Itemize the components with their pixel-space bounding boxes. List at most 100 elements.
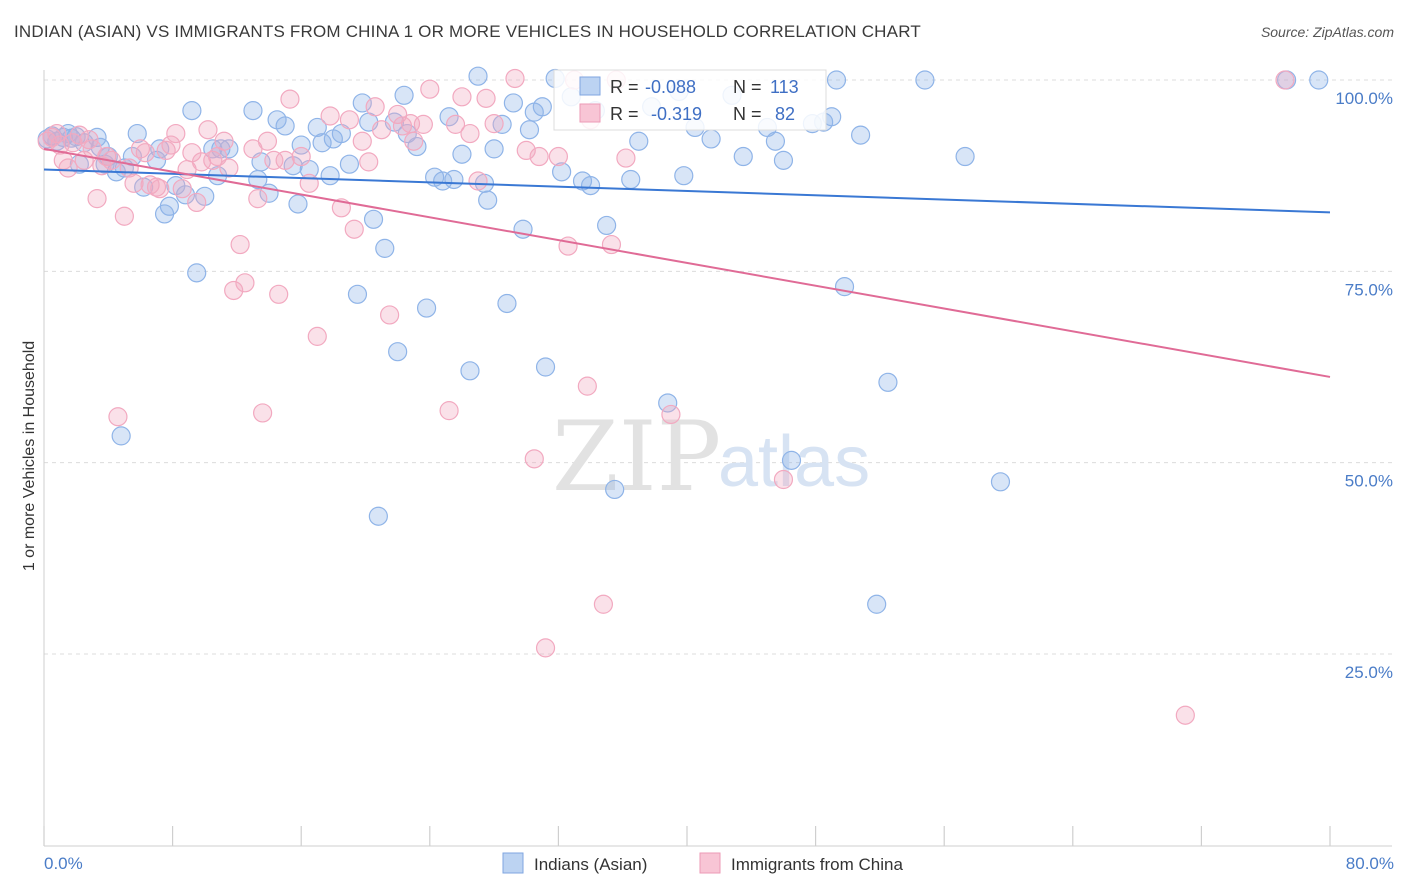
indians-asian-point: [444, 169, 464, 190]
immigrants-china-point: [275, 150, 295, 170]
stats-n-value-china: 82: [775, 104, 795, 124]
immigrants-china-point: [468, 171, 488, 191]
immigrants-china-point: [187, 192, 207, 213]
immigrants-china-point: [344, 219, 364, 239]
immigrants-china-point: [359, 152, 379, 172]
indians-asian-point: [773, 150, 794, 170]
immigrants-china-point: [420, 79, 440, 99]
y-axis-title: 1 or more Vehicles in Household: [21, 341, 38, 571]
immigrants-china-point: [352, 131, 372, 151]
indians-asian-point: [452, 144, 472, 164]
indians-asian-point: [674, 166, 694, 186]
indians-asian-point: [307, 117, 327, 138]
legend-swatch-china: [699, 852, 721, 874]
immigrants-china-point: [161, 135, 181, 155]
y-tick-labels: 100.0% 75.0% 50.0% 25.0%: [1335, 89, 1393, 682]
immigrants-china-point: [661, 404, 681, 425]
indians-asian-point: [320, 166, 340, 186]
immigrants-china-point: [339, 110, 360, 130]
chart-title: INDIAN (ASIAN) VS IMMIGRANTS FROM CHINA …: [14, 22, 921, 41]
indians-asian-point: [243, 101, 263, 121]
immigrants-china-point: [439, 401, 459, 421]
immigrants-china-point: [524, 449, 544, 469]
indians-asian-point: [552, 162, 572, 182]
immigrants-china-point: [69, 125, 89, 145]
immigrants-china-point: [535, 638, 556, 658]
indians-asian-point: [781, 450, 802, 470]
immigrants-china-point: [505, 68, 525, 89]
indians-asian-point: [375, 238, 395, 258]
immigrants-china-point: [248, 189, 268, 209]
stats-n-value-indians: 113: [770, 77, 799, 97]
immigrants-china-point: [413, 114, 433, 134]
indians-asian-point: [478, 190, 498, 210]
indians-asian-point: [492, 114, 512, 134]
indians-asian-point: [182, 101, 202, 121]
indians-asian-point: [347, 284, 368, 304]
axes: [43, 70, 1392, 847]
source-credit: Source: ZipAtlas.com: [1260, 24, 1394, 40]
immigrants-china-point: [320, 106, 340, 126]
immigrants-china-point: [476, 88, 496, 108]
legend-label-china: Immigrants from China: [731, 855, 903, 874]
stats-swatch-china: [579, 103, 601, 123]
indians-asian-point: [484, 139, 504, 159]
immigrants-china-point: [371, 120, 392, 140]
immigrants-china-point: [150, 179, 170, 199]
immigrants-china-point: [146, 177, 167, 197]
stats-box: R = -0.088 N = 113 R = -0.319 N = 82: [553, 69, 827, 131]
indians-asian-point: [701, 129, 721, 149]
watermark-zip: ZIP: [552, 401, 721, 513]
indians-asian-point: [127, 123, 147, 144]
immigrants-china-point: [214, 131, 234, 151]
immigrants-china-point: [224, 280, 244, 301]
x-tick-label-min: 0.0%: [44, 854, 83, 873]
immigrants-china-point: [235, 273, 255, 293]
immigrants-china-point: [593, 594, 614, 614]
indians-asian-point: [187, 263, 207, 283]
x-tick-label-max: 80.0%: [1346, 854, 1394, 873]
trend-lines: [43, 147, 1331, 378]
indians-asian-point: [439, 107, 459, 127]
indians-asian-trend-line: [43, 168, 1331, 214]
immigrants-china-point: [63, 133, 83, 153]
immigrants-china-point: [198, 120, 218, 140]
immigrants-china-point: [365, 97, 385, 117]
indians-asian-point: [503, 93, 523, 113]
indians-asian-point: [275, 116, 295, 136]
immigrants-china-point: [114, 206, 134, 226]
indians-asian-point: [352, 93, 372, 113]
indians-asian-point: [312, 133, 332, 153]
immigrants-china-point: [616, 148, 636, 168]
immigrants-china-points: [37, 68, 1295, 725]
indians-asian-point: [388, 342, 408, 362]
immigrants-china-point: [773, 469, 794, 490]
immigrants-china-point: [269, 284, 289, 304]
indians-asian-point: [363, 209, 384, 229]
stats-r-value-china: -0.319: [651, 104, 702, 124]
indians-asian-point: [407, 136, 427, 157]
y-tick-label: 25.0%: [1345, 663, 1393, 682]
indians-asian-point: [915, 70, 935, 90]
immigrants-china-point: [291, 146, 311, 167]
immigrants-china-point: [484, 114, 504, 134]
indians-asian-point: [468, 66, 488, 86]
immigrants-china-point: [404, 131, 424, 151]
legend: Indians (Asian) Immigrants from China: [502, 852, 903, 874]
immigrants-china-point: [124, 173, 144, 193]
indians-asian-point: [159, 196, 179, 216]
indians-asian-point: [629, 131, 649, 151]
immigrants-china-point: [58, 158, 78, 178]
indians-asian-point: [532, 97, 552, 117]
immigrants-china-point: [166, 123, 186, 144]
immigrants-china-trend-line: [43, 147, 1331, 378]
x-ticks: [43, 826, 1331, 846]
watermark-atlas: atlas: [718, 422, 870, 502]
immigrants-china-point: [445, 114, 466, 134]
immigrants-china-point: [108, 407, 128, 427]
stats-n-label-indians: N =: [733, 77, 762, 97]
immigrants-china-point: [47, 123, 67, 144]
immigrants-china-point: [253, 403, 273, 423]
immigrants-china-point: [299, 173, 319, 193]
y-tick-label: 50.0%: [1345, 472, 1393, 491]
